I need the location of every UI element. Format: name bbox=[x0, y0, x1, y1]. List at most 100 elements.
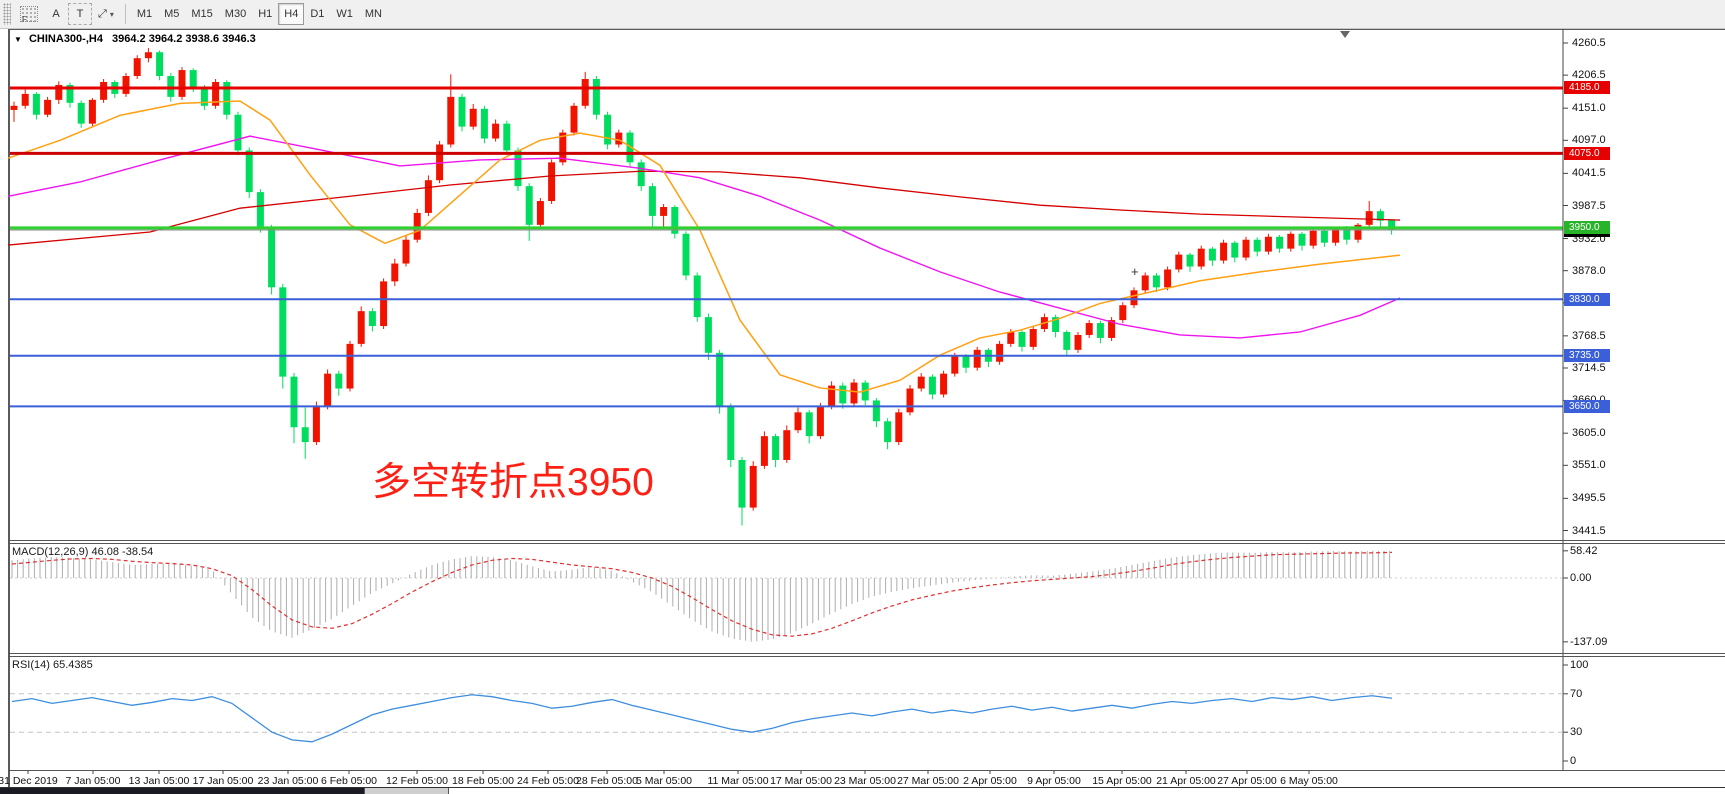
candle-body bbox=[156, 52, 164, 77]
rsi-axis-label: 0 bbox=[1570, 755, 1577, 767]
candle-body bbox=[1242, 239, 1250, 258]
candle-body bbox=[1376, 211, 1384, 221]
toolbar-grip[interactable] bbox=[3, 3, 11, 25]
text-t-button[interactable]: T bbox=[68, 3, 92, 25]
arrows-button[interactable]: ⤢ ▾ bbox=[92, 3, 120, 25]
time-tick-label: 6 Feb 05:00 bbox=[320, 775, 378, 787]
candle-body bbox=[122, 76, 130, 94]
candle-body bbox=[884, 421, 892, 443]
time-tick-label: 24 Feb 05:00 bbox=[517, 775, 579, 787]
candle-body bbox=[335, 373, 343, 389]
timeframe-button-m30[interactable]: M30 bbox=[224, 8, 247, 20]
candle-body bbox=[604, 114, 612, 145]
chart-shift-marker-icon[interactable] bbox=[1340, 31, 1350, 38]
timeframe-button-m5[interactable]: M5 bbox=[164, 8, 180, 20]
price-badge-4075.0: 4075.0 bbox=[1564, 146, 1610, 160]
candle-body bbox=[1208, 248, 1216, 261]
time-tick-label: 17 Jan 05:00 bbox=[192, 775, 254, 787]
symbol-dropdown-icon[interactable]: ▼ bbox=[14, 35, 22, 44]
candle-body bbox=[290, 376, 298, 428]
candle-body bbox=[1096, 323, 1104, 338]
candle-body bbox=[839, 385, 847, 404]
candle-body bbox=[1108, 320, 1116, 338]
candle-body bbox=[783, 430, 791, 460]
candle-body bbox=[1276, 236, 1284, 249]
candle-body bbox=[368, 311, 376, 327]
grid-f-icon-button[interactable]: F bbox=[14, 3, 44, 25]
candle-body bbox=[301, 427, 309, 443]
rsi-axis-label: 70 bbox=[1570, 687, 1583, 700]
candle-body bbox=[1186, 254, 1194, 267]
candle-body bbox=[1029, 329, 1037, 347]
candle-body bbox=[850, 382, 858, 404]
candle-body bbox=[189, 70, 197, 88]
candle-body bbox=[660, 206, 668, 216]
candle-body bbox=[1085, 323, 1093, 335]
candle-body bbox=[21, 93, 29, 106]
candle-body bbox=[212, 81, 220, 106]
main-macd-splitter-2 bbox=[8, 543, 1725, 544]
time-tick-label: 5 Mar 05:00 bbox=[635, 775, 693, 787]
candle-body bbox=[1141, 275, 1149, 291]
candle-body bbox=[648, 186, 656, 216]
text-t-icon: T bbox=[76, 8, 84, 20]
rsi-line bbox=[11, 694, 1393, 743]
candle-body bbox=[391, 263, 399, 282]
arrows-icon: ⤢ bbox=[98, 7, 107, 20]
dropdown-caret-icon[interactable]: ▾ bbox=[109, 9, 114, 19]
timeframe-button-h1[interactable]: H1 bbox=[258, 8, 273, 20]
candle-body bbox=[727, 406, 735, 460]
candle-body bbox=[861, 382, 869, 401]
candle-body bbox=[570, 105, 578, 133]
candle-body bbox=[1365, 211, 1373, 225]
main-macd-splitter[interactable] bbox=[8, 540, 1725, 541]
candle-body bbox=[1063, 331, 1071, 350]
price-badge-3950.0: 3950.0 bbox=[1564, 221, 1610, 235]
timeframe-button-m15[interactable]: M15 bbox=[191, 8, 213, 20]
candle-body bbox=[1018, 331, 1026, 347]
candle-body bbox=[592, 79, 600, 115]
timeframe-button-m1[interactable]: M1 bbox=[136, 8, 153, 20]
candle-body bbox=[1343, 227, 1351, 240]
candle-body bbox=[816, 406, 824, 437]
chart-title: ▼ CHINA300-,H4 3964.2 3964.2 3938.6 3946… bbox=[14, 33, 256, 45]
macd-rsi-splitter-2 bbox=[8, 656, 1725, 657]
timeframe-button-h4[interactable]: H4 bbox=[278, 3, 305, 25]
macd-axis-label: 0.00 bbox=[1570, 572, 1592, 584]
timeframe-button-d1[interactable]: D1 bbox=[310, 8, 325, 20]
candle-body bbox=[906, 388, 914, 413]
rsi-label: RSI(14) 65.4385 bbox=[12, 659, 93, 671]
candle-body bbox=[1175, 254, 1183, 270]
candle-body bbox=[1264, 236, 1272, 252]
candle-body bbox=[312, 406, 320, 443]
plus-marker-icon[interactable]: + bbox=[1131, 264, 1139, 279]
price-badge-3830.0: 3830.0 bbox=[1564, 292, 1610, 306]
timeframe-button-mn[interactable]: MN bbox=[364, 8, 382, 20]
price-tick-label: 4097.0 bbox=[1572, 134, 1606, 147]
candle-body bbox=[1164, 269, 1172, 288]
rsi-axis-label: 100 bbox=[1570, 659, 1589, 671]
candle-body bbox=[458, 96, 466, 127]
ohlc-values: 3964.2 3964.2 3938.6 3946.3 bbox=[112, 33, 256, 45]
time-tick-label: 9 Apr 05:00 bbox=[1027, 775, 1081, 787]
candle-body bbox=[77, 102, 85, 124]
candle-body bbox=[1052, 317, 1060, 332]
candle-body bbox=[256, 192, 264, 228]
candle-body bbox=[223, 81, 231, 115]
candle-body bbox=[480, 108, 488, 139]
macd-axis-label: -137.09 bbox=[1570, 635, 1608, 648]
candle-body bbox=[738, 459, 746, 508]
font-a-button[interactable]: A bbox=[44, 3, 68, 25]
timeframe-button-w1[interactable]: W1 bbox=[336, 8, 353, 20]
candle-body bbox=[346, 343, 354, 389]
time-tick-label: 21 Apr 05:00 bbox=[1156, 775, 1216, 787]
annotation-text: 多空转折点3950 bbox=[372, 461, 654, 504]
time-tick-label: 7 Jan 05:00 bbox=[65, 775, 121, 787]
timeframe-group: M1 M5 M15 M30 H1 H4 D1 W1 MN bbox=[131, 3, 388, 25]
macd-rsi-splitter[interactable] bbox=[8, 653, 1725, 654]
candle-body bbox=[682, 233, 690, 276]
candle-body bbox=[1298, 233, 1306, 246]
price-tick-label: 3987.5 bbox=[1572, 199, 1606, 212]
bottom-edge-strip bbox=[0, 787, 1725, 794]
